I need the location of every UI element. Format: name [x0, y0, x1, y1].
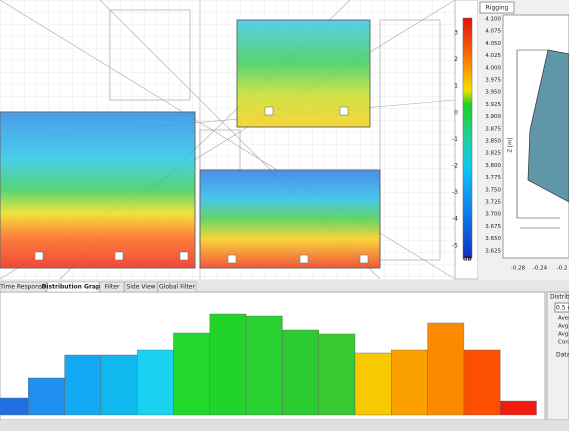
scale-label: -4: [452, 216, 458, 223]
y-tick-label: 3.750: [485, 187, 501, 193]
dimension-lines: [516, 49, 560, 229]
status-bar: [0, 420, 569, 431]
distribution-bar: [318, 333, 356, 416]
side-footer: Data I: [556, 352, 569, 359]
distribution-bar: [245, 315, 283, 416]
distribution-bar: [64, 354, 102, 416]
distribution-bar: [0, 397, 29, 416]
axis-label: Z [m]: [508, 137, 514, 152]
scale-unit: dB: [463, 256, 472, 263]
tab-label: Side View: [126, 284, 155, 291]
y-tick-label: 4.000: [485, 65, 501, 71]
x-tick-label: -0.24: [533, 266, 548, 272]
heatmap-room: [236, 19, 371, 128]
tab[interactable]: [157, 281, 197, 293]
y-tick-label: 3.650: [485, 236, 501, 242]
side-input-text: 0.5 d: [556, 305, 569, 312]
heatmap-room: [199, 169, 381, 269]
y-tick-label: 4.075: [485, 29, 501, 35]
scale-label: -3: [452, 189, 458, 196]
y-tick-label: 3.675: [485, 224, 501, 230]
distribution-bar: [427, 322, 465, 416]
tab-label: Filter: [105, 284, 120, 291]
y-tick-label: 3.925: [485, 102, 501, 108]
tab-label: Time Response: [0, 284, 46, 291]
side-label: Avg+: [558, 324, 569, 330]
floorplan-walls: [0, 0, 456, 280]
distribution-bar: [173, 332, 210, 416]
scale-label: -1: [452, 136, 458, 143]
y-tick-label: 3.825: [485, 151, 501, 157]
y-tick-label: 3.850: [485, 139, 501, 145]
distribution-bar: [282, 329, 319, 416]
distribution-bar: [391, 349, 428, 416]
distribution-bar: [136, 349, 174, 416]
heatmap-room: [0, 111, 196, 269]
distribution-bar: [100, 354, 138, 416]
scale-label: 1: [454, 83, 458, 90]
distribution-bar: [209, 313, 247, 416]
distribution-bar: [463, 349, 501, 416]
side-input[interactable]: [554, 302, 569, 313]
rigging-shape: [527, 49, 569, 203]
distribution-bar: [28, 377, 65, 416]
scale-label: -5: [452, 242, 458, 249]
scale-label: 0: [454, 109, 458, 116]
y-tick-label: 3.800: [485, 163, 501, 169]
x-tick-label: -0.2: [557, 266, 568, 272]
y-tick-label: 3.900: [485, 114, 501, 120]
tab-label: Global Filter: [159, 284, 195, 291]
side-label: Avera: [558, 316, 569, 322]
tab[interactable]: [46, 281, 100, 293]
y-tick-label: 4.050: [485, 41, 501, 47]
tab[interactable]: [124, 281, 158, 293]
scale-label: 3: [454, 30, 458, 37]
scale-label: 2: [454, 56, 458, 63]
x-tick-label: -0.28: [511, 266, 526, 272]
y-tick-label: 3.775: [485, 175, 501, 181]
y-tick-label: 4.025: [485, 53, 501, 59]
y-tick-label: 3.950: [485, 90, 501, 96]
tab[interactable]: [99, 281, 125, 293]
tab[interactable]: [0, 281, 47, 293]
distribution-bar: [500, 400, 537, 416]
y-tick-label: 3.875: [485, 126, 501, 132]
seats: [34, 106, 369, 264]
y-tick-label: 4.100: [485, 17, 501, 23]
y-tick-label: 3.625: [485, 248, 501, 254]
distribution-bar: [354, 352, 392, 416]
y-tick-label: 3.725: [485, 200, 501, 206]
tab-label: Distribution Graph: [42, 284, 105, 291]
side-label: Avg-S: [558, 332, 569, 338]
scale-label: -2: [452, 163, 458, 170]
rigging-tab[interactable]: [479, 1, 515, 14]
rigging-tab-label: Rigging: [486, 5, 509, 12]
y-tick-label: 3.975: [485, 78, 501, 84]
y-tick-label: 3.700: [485, 212, 501, 218]
color-scale-bar: [462, 17, 473, 259]
side-label: Cons: [558, 340, 569, 346]
side-title: Distribut: [550, 294, 569, 301]
